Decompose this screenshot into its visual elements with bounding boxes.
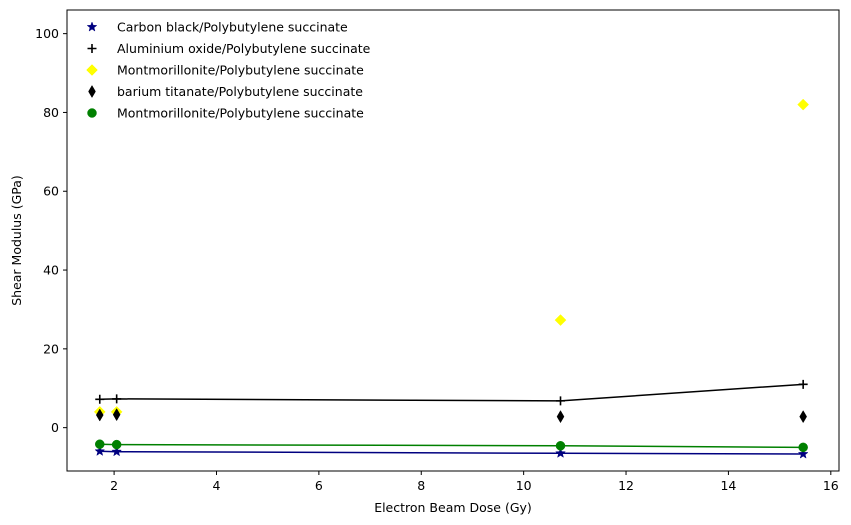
x-tick-label: 6 xyxy=(315,478,323,493)
x-tick-label: 10 xyxy=(516,478,532,493)
legend-marker xyxy=(86,21,98,32)
legend-item-3: Montmorillonite/Polybutylene succinate xyxy=(86,63,364,78)
data-point xyxy=(111,439,122,450)
data-point xyxy=(112,408,121,422)
legend-marker xyxy=(86,64,98,76)
series-5 xyxy=(95,439,808,453)
legend-label: Aluminium oxide/Polybutylene succinate xyxy=(117,41,371,56)
legend-item-4: barium titanate/Polybutylene succinate xyxy=(88,84,363,99)
y-tick-label: 40 xyxy=(43,263,59,278)
legend-label: Carbon black/Polybutylene succinate xyxy=(117,20,348,35)
legend-item-2: Aluminium oxide/Polybutylene succinate xyxy=(87,41,371,56)
data-point xyxy=(95,394,105,404)
series-2-line xyxy=(99,383,804,402)
plot-frame xyxy=(66,9,840,472)
data-point xyxy=(556,396,566,406)
y-tick-label: 0 xyxy=(51,420,59,435)
series-5-line xyxy=(99,443,804,449)
x-tick-label: 14 xyxy=(720,478,736,493)
data-point xyxy=(797,98,810,111)
x-tick-label: 2 xyxy=(110,478,118,493)
data-point xyxy=(554,314,567,326)
data-point xyxy=(555,441,566,451)
series-3 xyxy=(93,98,810,418)
legend-label: Montmorillonite/Polybutylene succinate xyxy=(117,106,364,121)
x-tick-label: 8 xyxy=(417,478,425,493)
data-point xyxy=(798,442,808,453)
legend-marker xyxy=(88,85,96,98)
legend-label: Montmorillonite/Polybutylene succinate xyxy=(117,63,364,78)
y-tick-label: 80 xyxy=(43,105,59,120)
x-tick-label: 4 xyxy=(213,478,221,493)
y-tick-label: 100 xyxy=(35,26,59,41)
data-point xyxy=(797,448,809,459)
y-tick-label: 60 xyxy=(43,184,59,199)
data-point xyxy=(112,394,122,404)
y-axis-label: Shear Modulus (GPa) xyxy=(9,175,24,306)
data-point xyxy=(556,410,565,424)
data-point xyxy=(95,408,104,422)
data-point xyxy=(111,445,123,457)
data-point xyxy=(799,410,807,424)
series-1 xyxy=(94,445,809,459)
data-point xyxy=(94,445,106,456)
x-tick-label: 12 xyxy=(618,478,634,493)
series-1-line xyxy=(99,450,804,455)
data-point xyxy=(798,379,808,389)
axes: 2 4 6 8 10 12 14 16 0 20 40 60 80 100 xyxy=(35,9,840,493)
x-tick-label: 16 xyxy=(823,478,839,493)
legend-marker xyxy=(87,108,97,118)
plot-area xyxy=(93,98,810,459)
data-point xyxy=(95,439,105,449)
legend-item-1: Carbon black/Polybutylene succinate xyxy=(86,20,348,35)
series-2 xyxy=(95,379,808,406)
legend-marker xyxy=(87,44,97,53)
series-4 xyxy=(95,408,807,424)
legend-item-5: Montmorillonite/Polybutylene succinate xyxy=(87,106,364,121)
x-axis-label: Electron Beam Dose (Gy) xyxy=(374,500,532,515)
y-tick-label: 20 xyxy=(43,341,59,356)
data-point xyxy=(555,447,566,458)
legend-label: barium titanate/Polybutylene succinate xyxy=(117,84,363,99)
legend: Carbon black/Polybutylene succinate Alumi… xyxy=(86,20,371,121)
